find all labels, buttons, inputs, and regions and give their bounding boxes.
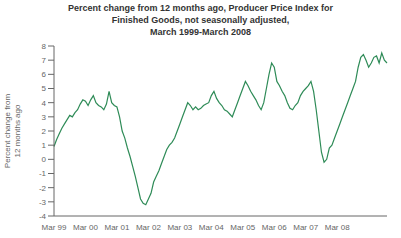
svg-text:4: 4 — [42, 99, 47, 108]
svg-text:5: 5 — [42, 84, 47, 93]
svg-text:Mar 04: Mar 04 — [199, 223, 224, 232]
html-text:Percent change from 12 months: Percent change from 12 months ago, Produ… — [68, 3, 333, 13]
svg-text:2: 2 — [42, 127, 47, 136]
svg-text:8: 8 — [42, 42, 47, 51]
svg-text:Mar 01: Mar 01 — [104, 223, 129, 232]
svg-text:0: 0 — [42, 155, 47, 164]
svg-text:-2: -2 — [39, 184, 47, 193]
html-text:Finished Goods, not seasonally: Finished Goods, not seasonally adjusted, — [111, 15, 290, 25]
svg-text:-1: -1 — [39, 169, 47, 178]
svg-text:1: 1 — [42, 141, 47, 150]
svg-text:Mar 08: Mar 08 — [325, 223, 350, 232]
svg-text:Mar 99: Mar 99 — [42, 223, 67, 232]
svg-text:Mar 07: Mar 07 — [293, 223, 318, 232]
svg-text:3: 3 — [42, 113, 47, 122]
svg-text:6: 6 — [42, 70, 47, 79]
svg-text:Mar 00: Mar 00 — [73, 223, 98, 232]
svg-text:Mar 06: Mar 06 — [262, 223, 287, 232]
svg-text:Mar 03: Mar 03 — [167, 223, 192, 232]
svg-text:Mar 02: Mar 02 — [136, 223, 161, 232]
svg-text:-4: -4 — [39, 212, 47, 221]
svg-text:Mar 05: Mar 05 — [230, 223, 255, 232]
html-text:March 1999-March 2008: March 1999-March 2008 — [150, 27, 251, 37]
svg-text:-3: -3 — [39, 198, 47, 207]
html-text:Percent change from 12 months: Percent change from 12 months ago — [3, 93, 22, 169]
svg-text:7: 7 — [42, 56, 47, 65]
